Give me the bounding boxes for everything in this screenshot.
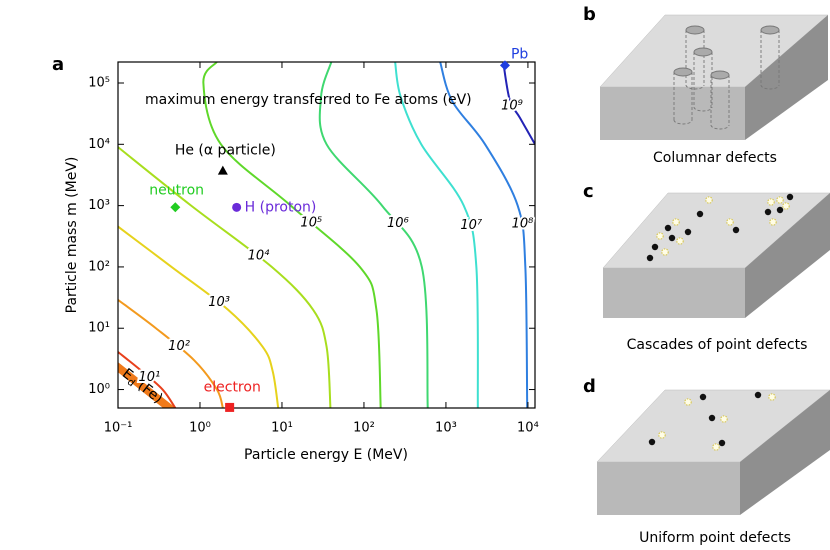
- marker: [217, 165, 228, 175]
- contour-line: [394, 62, 479, 408]
- caption: Cascades of point defects: [627, 337, 808, 353]
- marker: [170, 202, 181, 213]
- cylinder: [710, 75, 730, 130]
- point-label: neutron: [149, 182, 204, 198]
- panel-d: d Uniform point defects: [583, 376, 830, 546]
- cylinder: [673, 72, 693, 125]
- annotation: maximum energy transferred to Fe atoms (…: [145, 92, 472, 108]
- threshold-subscript: d: [125, 377, 137, 390]
- panel-b: b Columnar defects: [583, 4, 829, 166]
- cylinders: [673, 25, 780, 130]
- x-tick-label: 10⁻¹: [104, 421, 133, 436]
- x-tick-label: 10³: [435, 421, 457, 436]
- contour-line: [439, 62, 529, 408]
- plot-area: [118, 62, 535, 408]
- contour-line: [318, 62, 429, 408]
- panel-letter: c: [583, 181, 594, 202]
- contour-label: 10⁴: [248, 249, 271, 264]
- contour-label: 10⁷: [460, 218, 483, 233]
- contour-line: [118, 225, 280, 408]
- x-tick-label: 10⁰: [189, 421, 211, 436]
- panel-c: c Cascades of point defects: [583, 181, 830, 353]
- y-tick-label: 10³: [88, 198, 110, 213]
- contour-label: 10⁸: [512, 217, 534, 232]
- x-tick-label: 10⁴: [517, 421, 539, 436]
- cylinder-top: [760, 25, 780, 35]
- panel-letter: d: [583, 376, 596, 397]
- marker: [232, 202, 242, 212]
- contour-label: 10⁵: [300, 216, 322, 231]
- slab-front: [600, 87, 745, 140]
- contour-label: 10³: [208, 295, 230, 310]
- cylinder-top: [673, 67, 693, 77]
- y-tick-label: 10²: [88, 259, 110, 274]
- caption: Uniform point defects: [639, 530, 791, 546]
- plot-frame: [117, 61, 536, 409]
- contour-line: [118, 351, 177, 408]
- slab-side: [740, 390, 830, 515]
- cylinder-top: [693, 47, 713, 57]
- marker: [225, 402, 235, 412]
- cylinder: [693, 52, 713, 112]
- slab-front: [597, 462, 740, 515]
- cylinder-top: [710, 70, 730, 80]
- marker: [499, 60, 510, 71]
- point-label: H (proton): [245, 199, 317, 215]
- caption: Columnar defects: [653, 150, 777, 166]
- y-axis-label: Particle mass m (MeV): [64, 157, 80, 314]
- x-axis-label: Particle energy E (MeV): [244, 447, 408, 463]
- y-tick-label: 10⁴: [88, 137, 110, 152]
- point-label: He (α particle): [175, 143, 276, 159]
- slab-side: [745, 193, 830, 318]
- contour-label: 10¹: [138, 370, 160, 385]
- contour-line: [202, 62, 382, 408]
- y-tick-label: 10⁵: [88, 75, 110, 90]
- defects: [646, 193, 794, 262]
- cylinder-top: [685, 25, 705, 35]
- x-tick-label: 10²: [353, 421, 375, 436]
- defects: [648, 391, 776, 451]
- y-tick-label: 10⁰: [88, 382, 110, 397]
- slab-side: [745, 15, 828, 140]
- contour-label: 10⁹: [501, 98, 523, 113]
- contour-label: 10⁶: [387, 216, 409, 231]
- contour-line: [118, 299, 224, 408]
- point-label: Pb: [511, 46, 528, 62]
- contour-line: [118, 146, 332, 408]
- point-label: electron: [204, 379, 261, 395]
- cylinder: [760, 30, 780, 90]
- x-tick-label: 10¹: [271, 421, 293, 436]
- y-tick-label: 10¹: [88, 321, 110, 336]
- slab-front: [603, 268, 745, 318]
- contour-label: 10²: [168, 339, 190, 354]
- contour-line: [502, 62, 535, 145]
- threshold-band: [118, 362, 175, 408]
- panel-letter: a: [52, 54, 64, 75]
- panel-letter: b: [583, 4, 596, 25]
